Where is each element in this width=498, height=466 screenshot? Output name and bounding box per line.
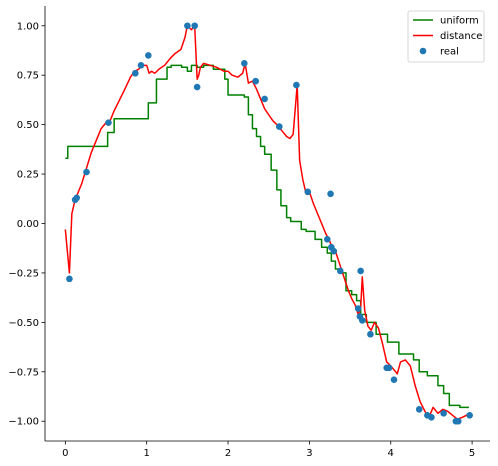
data-point-real <box>357 267 364 275</box>
x-tick-label: 3 <box>306 448 312 459</box>
legend-label-distance: distance <box>440 31 482 42</box>
data-point-real <box>73 194 81 202</box>
y-tick-label: −0.50 <box>8 318 39 329</box>
legend-swatch-real <box>419 47 427 55</box>
y-tick-label: 0.25 <box>17 170 39 181</box>
data-point-real <box>191 22 198 30</box>
y-tick-label: 0.00 <box>17 219 39 230</box>
x-tick-label: 2 <box>225 448 231 459</box>
data-point-real <box>66 275 73 283</box>
legend-label-uniform: uniform <box>440 16 479 27</box>
x-tick-label: 5 <box>469 448 475 459</box>
data-point-real <box>132 69 139 77</box>
legend-label-real: real <box>440 47 459 58</box>
data-point-real <box>261 95 268 103</box>
data-point-real <box>137 62 145 69</box>
data-point-real <box>385 364 393 372</box>
data-point-real <box>415 406 423 413</box>
data-point-real <box>354 305 362 312</box>
data-point-real <box>241 60 248 67</box>
series-line-uniform <box>65 64 469 409</box>
data-point-real <box>193 83 201 91</box>
x-tick-label: 0 <box>62 448 68 459</box>
data-point-real <box>428 413 435 421</box>
y-tick-label: −0.75 <box>8 367 39 378</box>
data-point-real <box>105 119 112 126</box>
data-point-real <box>252 77 259 85</box>
data-point-real <box>358 317 366 324</box>
y-tick-label: 0.50 <box>17 120 39 131</box>
data-point-real <box>454 417 462 425</box>
legend-box <box>407 10 485 63</box>
data-point-real <box>83 168 90 176</box>
legend: uniform distance real <box>407 10 485 63</box>
data-point-real <box>323 236 331 243</box>
data-point-real <box>367 330 374 338</box>
data-point-real <box>330 247 338 255</box>
data-point-real <box>145 52 152 59</box>
y-tick-label: 0.75 <box>17 71 39 82</box>
plot-area <box>64 22 473 425</box>
data-point-real <box>390 376 398 384</box>
y-tick-label: 1.00 <box>17 21 39 32</box>
data-point-real <box>184 22 191 30</box>
data-point-real <box>327 190 334 198</box>
data-point-real <box>440 410 447 417</box>
data-point-real <box>466 412 473 419</box>
data-point-real <box>304 188 312 196</box>
series-points-real <box>66 22 473 425</box>
y-tick-label: −0.25 <box>8 268 39 279</box>
data-point-real <box>276 123 283 130</box>
data-point-real <box>293 81 300 89</box>
x-tick-label: 4 <box>388 448 394 459</box>
x-tick-label: 1 <box>144 448 150 459</box>
data-point-real <box>337 267 344 275</box>
axes: 0 1 2 3 4 5 −1.00 −0.75 −0.50 −0.25 0.00 0.25 0.50 0.… <box>8 6 490 459</box>
y-tick-label: −1.00 <box>8 417 39 428</box>
